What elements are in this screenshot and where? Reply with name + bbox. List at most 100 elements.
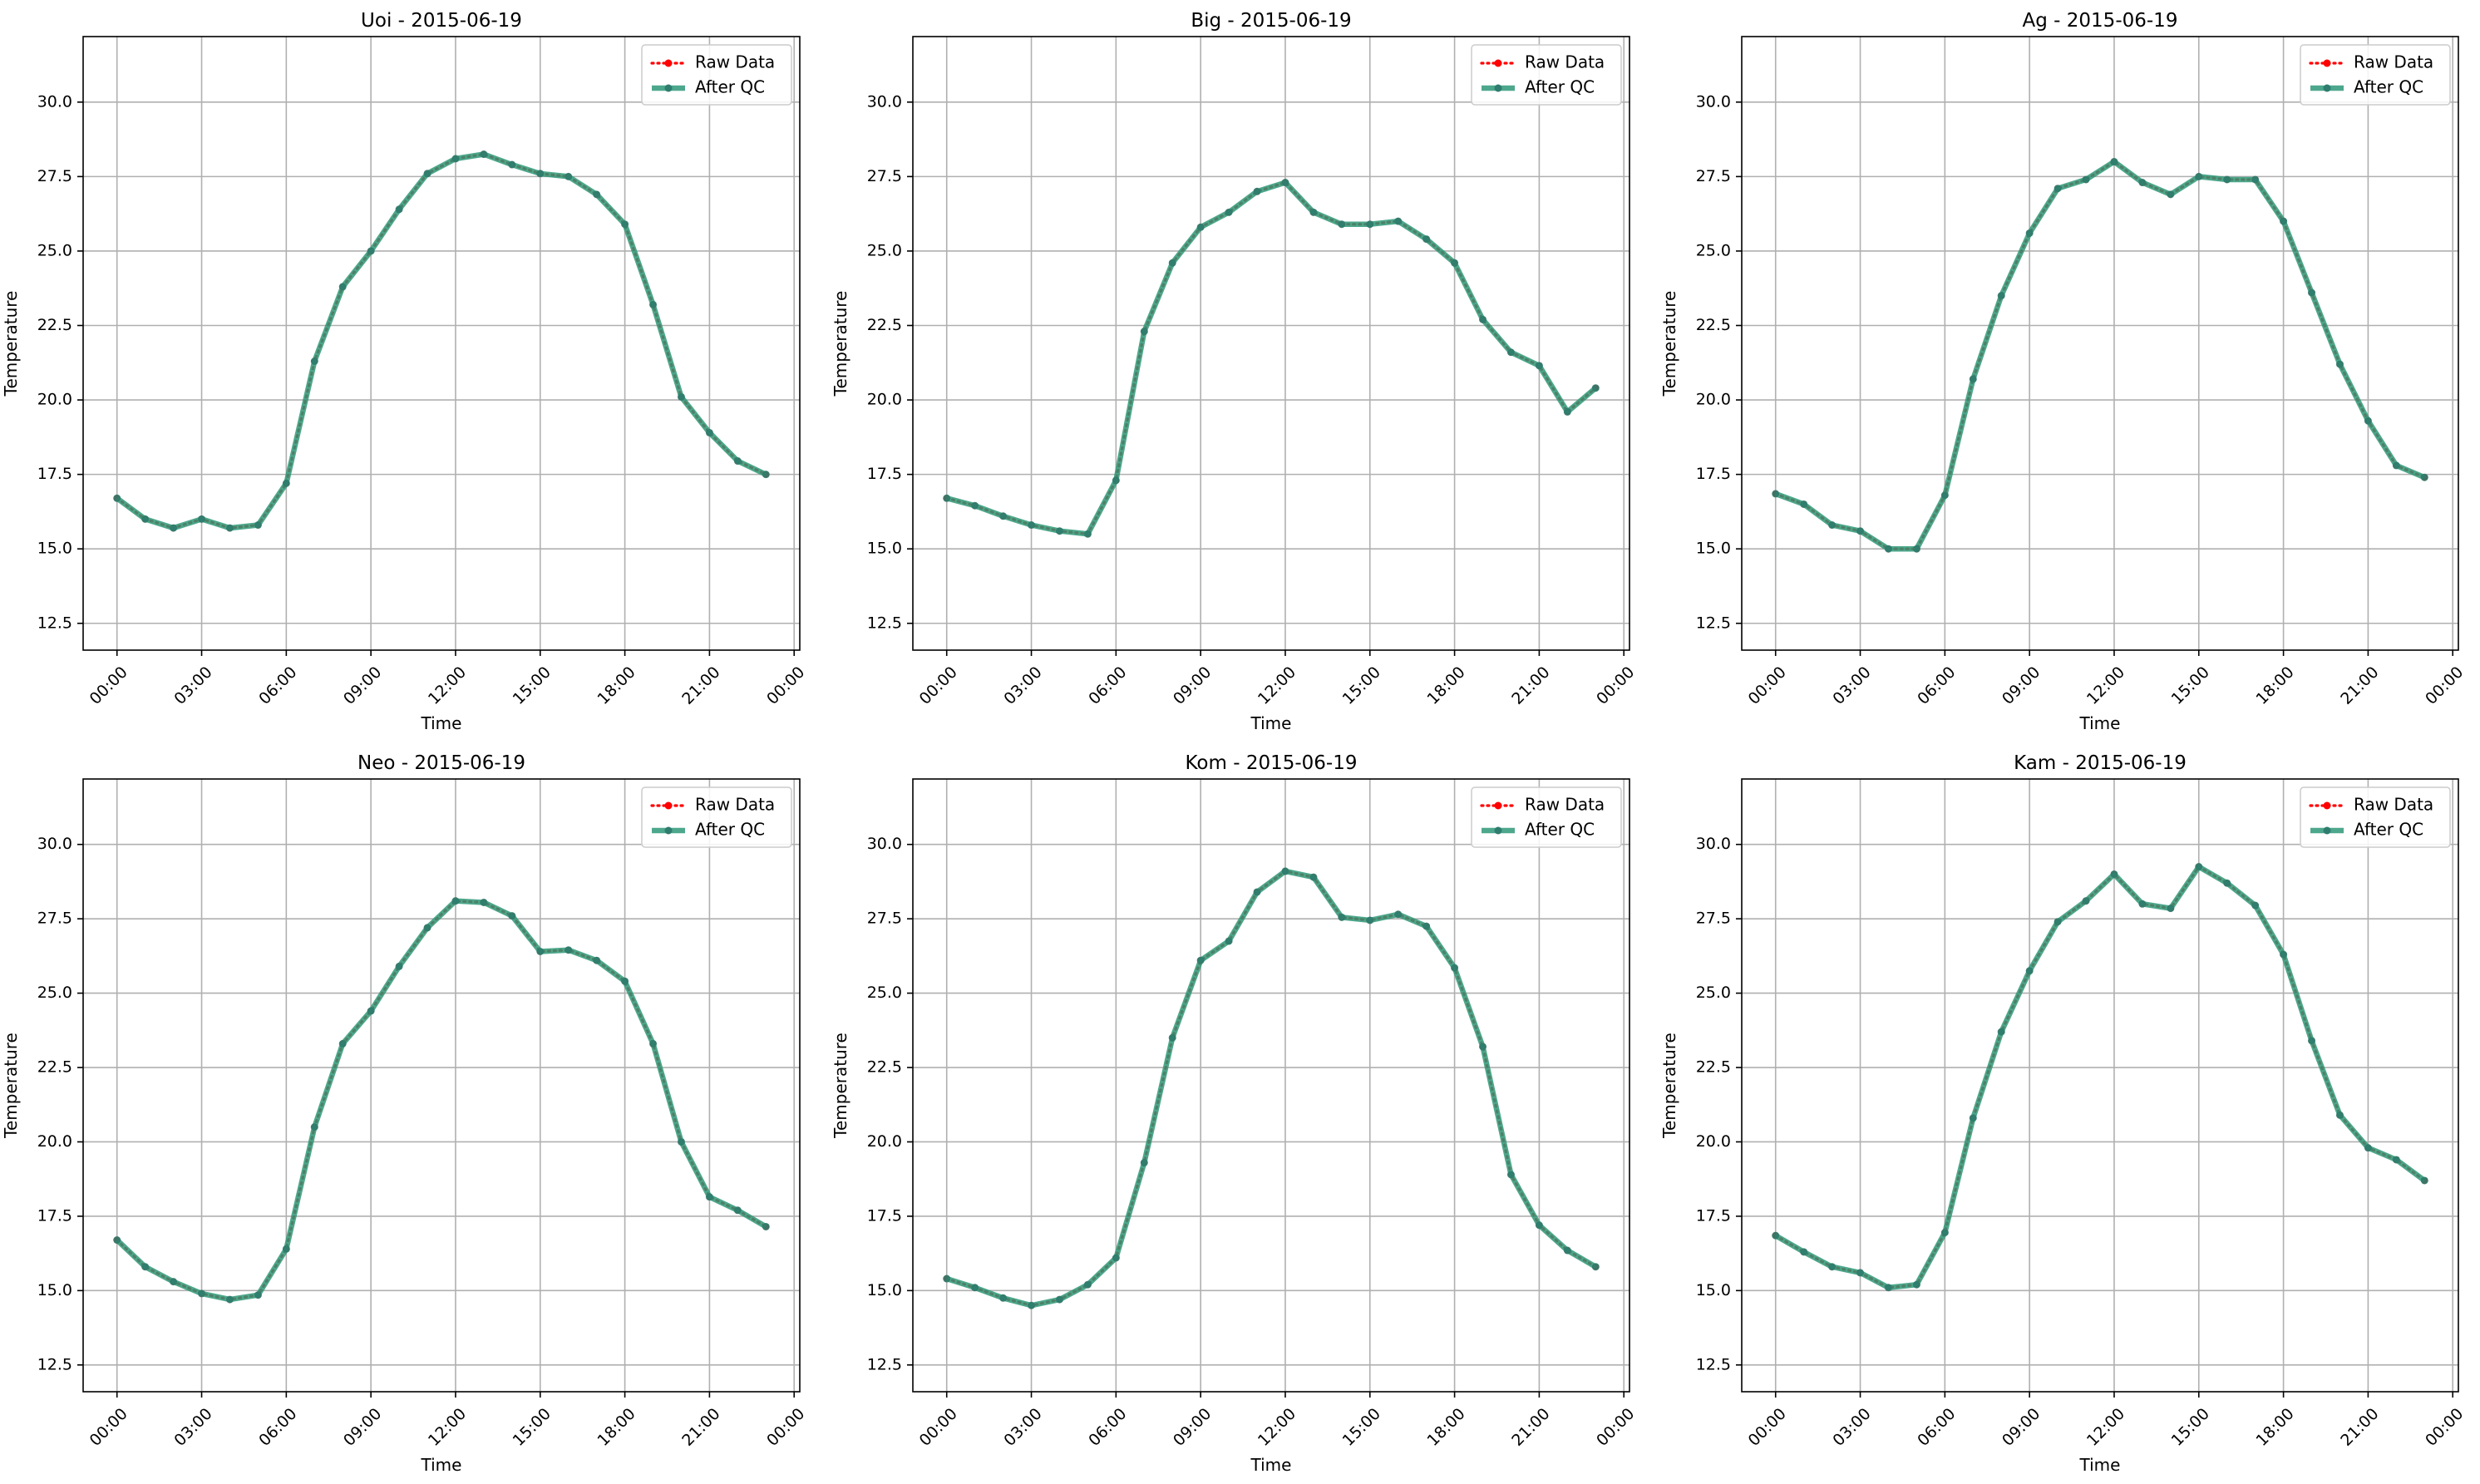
after-qc-point xyxy=(1506,1171,1515,1179)
legend-raw-label: Raw Data xyxy=(695,795,775,815)
x-tick-label: 21:00 xyxy=(2337,663,2382,708)
y-tick-label: 30.0 xyxy=(1696,92,1731,111)
x-tick-label: 15:00 xyxy=(1339,663,1384,708)
after-qc-point xyxy=(1828,521,1837,530)
chart-title: Kom - 2015-06-19 xyxy=(1186,752,1358,774)
grid xyxy=(1742,37,2458,650)
after-qc-point xyxy=(762,471,770,479)
after-qc-point xyxy=(2308,288,2316,297)
after-qc-point xyxy=(999,1294,1008,1302)
after-qc-point xyxy=(1563,407,1571,416)
after-qc-point xyxy=(1253,888,1261,896)
after-qc-point xyxy=(1281,867,1289,875)
chart-panel-3: 00:00 03:00 06:00 09:00 12:00 15:00 18:00 21:00… xyxy=(1659,10,2467,733)
series-after-qc xyxy=(113,897,770,1304)
after-qc-point xyxy=(1422,235,1431,244)
x-tick-label: 21:00 xyxy=(678,663,723,708)
after-qc-point xyxy=(310,357,318,365)
grid xyxy=(83,779,800,1392)
y-tick-label: 12.5 xyxy=(867,614,902,632)
after-qc-point xyxy=(593,956,601,964)
y-tick-label: 15.0 xyxy=(1696,1281,1731,1299)
after-qc-point xyxy=(423,170,431,178)
series-after-qc xyxy=(1772,863,2428,1292)
after-qc-point xyxy=(367,247,375,255)
legend-qc-label: After QC xyxy=(695,77,765,97)
after-qc-point xyxy=(1912,545,1920,553)
x-axis-label: Time xyxy=(421,1455,462,1475)
y-tick-label: 25.0 xyxy=(1696,241,1731,259)
legend-raw-marker xyxy=(1494,59,1502,67)
after-qc-point xyxy=(198,1289,206,1298)
legend: Raw Data After QC xyxy=(641,44,792,106)
y-tick-label: 22.5 xyxy=(37,1058,72,1077)
after-qc-point xyxy=(2364,1144,2372,1152)
after-qc-point xyxy=(2335,1111,2344,1119)
x-tick-label: 00:00 xyxy=(86,1405,131,1450)
x-tick-label: 06:00 xyxy=(1085,1405,1130,1450)
x-tick-label: 06:00 xyxy=(1085,663,1130,708)
x-axis-label: Time xyxy=(2079,713,2121,733)
after-qc-point xyxy=(1506,348,1515,357)
after-qc-point xyxy=(225,1295,234,1304)
after-qc-point xyxy=(677,392,685,401)
after-qc-point xyxy=(170,524,178,532)
after-qc-point xyxy=(1856,1269,1865,1277)
after-qc-point xyxy=(733,1206,742,1215)
x-axis-label: Time xyxy=(421,713,462,733)
x-tick-label: 03:00 xyxy=(1829,663,1874,708)
x-axis-label: Time xyxy=(1250,713,1292,733)
after-qc-point xyxy=(1912,1280,1920,1289)
grid xyxy=(913,37,1630,650)
legend: Raw Data After QC xyxy=(2300,786,2451,848)
x-tick-label: 12:00 xyxy=(2083,663,2128,708)
y-tick-label: 15.0 xyxy=(1696,540,1731,558)
y-tick-label: 17.5 xyxy=(37,465,72,483)
chart-title: Uoi - 2015-06-19 xyxy=(361,10,522,32)
after-qc-point xyxy=(2025,967,2034,975)
legend-qc-marker xyxy=(1494,84,1502,92)
x-tick-label: 09:00 xyxy=(340,663,385,708)
after-qc-point xyxy=(1884,545,1892,553)
after-qc-point xyxy=(480,898,488,906)
after-qc-point xyxy=(705,1193,713,1201)
axes-frame xyxy=(82,778,801,1393)
axes-frame xyxy=(82,36,801,651)
y-axis-label: Temperature xyxy=(831,1033,850,1139)
after-qc-point xyxy=(225,524,234,532)
series-raw-data xyxy=(1772,158,2428,553)
y-tick-label: 17.5 xyxy=(1696,465,1731,483)
legend-raw-marker xyxy=(664,801,673,810)
after-qc-point xyxy=(1800,1248,1808,1256)
series-after-qc xyxy=(943,867,1600,1309)
after-qc-point xyxy=(1055,527,1063,535)
x-tick-label: 21:00 xyxy=(2337,1405,2382,1450)
after-qc-point xyxy=(2138,900,2147,908)
x-tick-label: 18:00 xyxy=(594,663,638,708)
x-axis-label: Time xyxy=(1250,1455,1292,1475)
after-qc-point xyxy=(1940,1229,1949,1237)
after-qc-point xyxy=(733,457,742,466)
after-qc-line xyxy=(945,868,1597,1309)
after-qc-point xyxy=(254,1291,262,1299)
after-qc-point xyxy=(1591,384,1600,392)
after-qc-point xyxy=(2420,473,2428,481)
legend: Raw Data After QC xyxy=(641,786,792,848)
y-tick-label: 22.5 xyxy=(1696,1058,1731,1077)
after-qc-point xyxy=(536,170,545,178)
legend-raw-label: Raw Data xyxy=(2354,795,2433,815)
x-tick-label: 06:00 xyxy=(255,663,300,708)
chart-panel-5: 00:00 03:00 06:00 09:00 12:00 15:00 18:00 21:00… xyxy=(831,752,1638,1475)
after-qc-point xyxy=(2251,901,2260,910)
after-qc-point xyxy=(2110,157,2118,165)
legend: Raw Data After QC xyxy=(1471,44,1622,106)
after-qc-point xyxy=(1338,220,1346,229)
y-tick-label: 17.5 xyxy=(867,1206,902,1225)
x-tick-label: 00:00 xyxy=(2422,663,2467,708)
x-tick-label: 15:00 xyxy=(1339,1405,1384,1450)
after-qc-point xyxy=(1997,1028,2005,1036)
after-qc-point xyxy=(113,494,121,502)
y-tick-label: 30.0 xyxy=(37,835,72,853)
